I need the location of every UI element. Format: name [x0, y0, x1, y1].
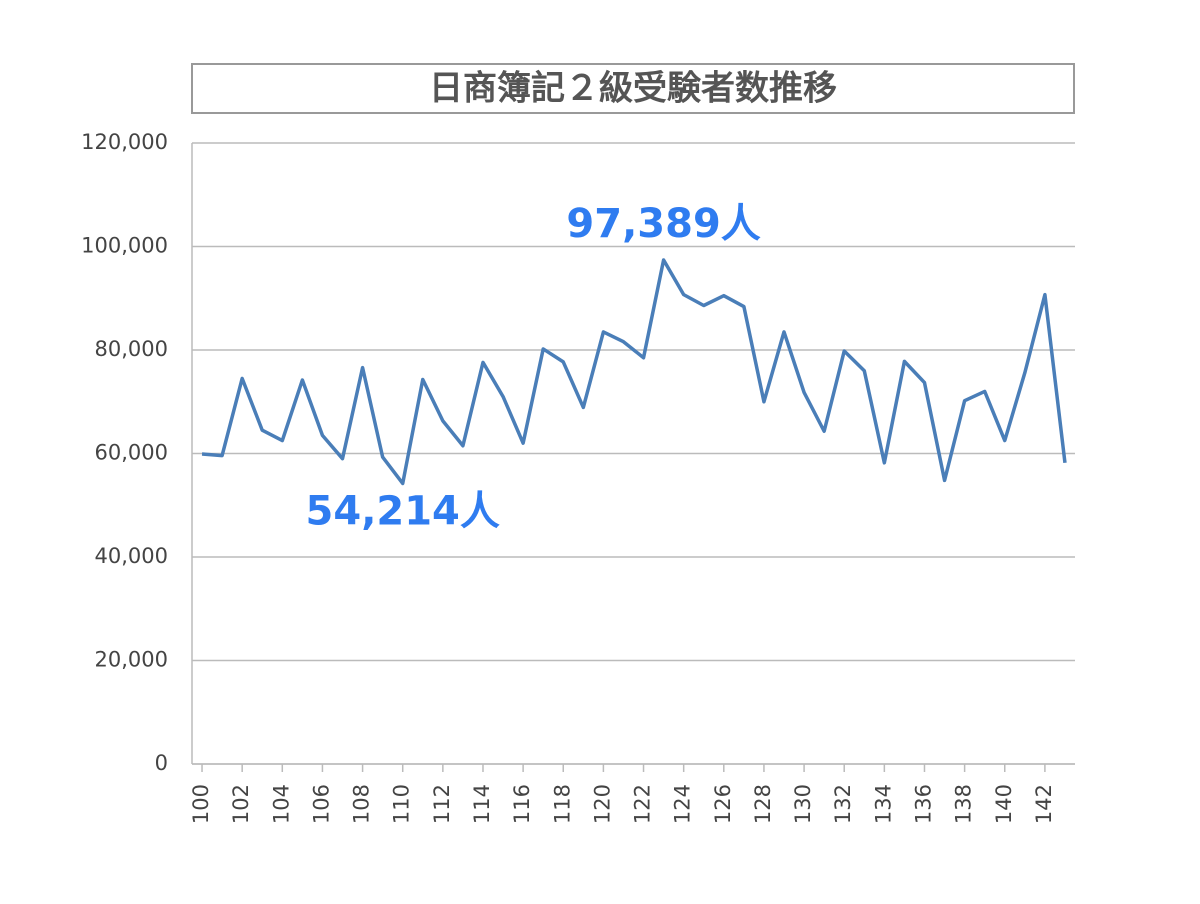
y-tick-label: 0	[155, 751, 168, 775]
series-line	[201, 258, 1067, 486]
x-tick-label: 128	[751, 784, 775, 824]
x-tick-label: 140	[992, 784, 1016, 824]
y-tick-label: 60,000	[95, 441, 168, 465]
x-tick-label: 102	[229, 784, 253, 824]
x-tick-label: 114	[470, 784, 494, 824]
y-tick-label: 80,000	[95, 337, 168, 361]
x-tick-label: 142	[1032, 784, 1056, 824]
x-tick-label: 136	[911, 784, 935, 824]
y-tick-label: 120,000	[81, 130, 168, 154]
x-tick-label: 104	[269, 784, 293, 824]
x-tick-label: 110	[390, 784, 414, 824]
y-tick-label: 20,000	[95, 648, 168, 672]
x-tick-label: 134	[871, 784, 895, 824]
x-tick-label: 126	[711, 784, 735, 824]
x-tick-label: 106	[309, 784, 333, 824]
x-tick-label: 138	[952, 784, 976, 824]
x-tick-label: 122	[631, 784, 655, 824]
x-tick-label: 112	[430, 784, 454, 824]
chart-title: 日商簿記２級受験者数推移	[429, 69, 837, 109]
title-box	[191, 63, 1075, 114]
x-tick-label: 116	[510, 784, 534, 824]
x-tick-label: 108	[350, 784, 374, 824]
data-label: 54,214人	[306, 488, 500, 534]
data-label: 97,389人	[566, 201, 760, 247]
x-tick-label: 100	[189, 784, 213, 824]
x-tick-label: 124	[671, 784, 695, 824]
x-tick-label: 120	[590, 784, 614, 824]
y-tick-label: 100,000	[81, 234, 168, 258]
x-tick-label: 132	[831, 784, 855, 824]
x-tick-label: 130	[791, 784, 815, 824]
y-tick-label: 40,000	[95, 544, 168, 568]
x-tick-label: 118	[550, 784, 574, 824]
